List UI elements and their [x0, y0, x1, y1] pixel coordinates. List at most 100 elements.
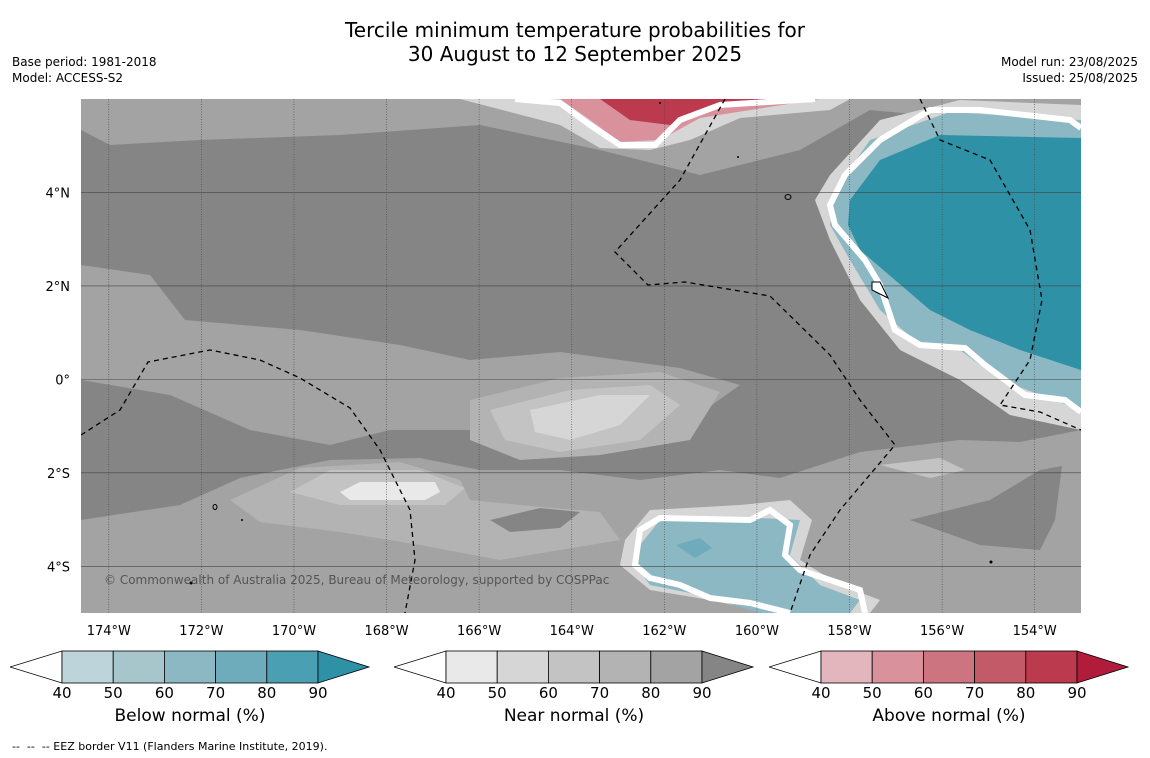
x-tick-label: 164°W — [550, 624, 594, 639]
colorbar-segment — [922, 650, 975, 684]
title-line-1: Tercile minimum temperature probabilitie… — [344, 18, 806, 42]
near-normal-dark-southeast — [910, 466, 1062, 550]
colorbar-tick-label: 60 — [538, 684, 558, 702]
colorbar-below-normal: 40 50 60 70 80 90 Below normal (%) — [8, 650, 371, 726]
near-normal-lightest-southwest — [340, 482, 440, 500]
x-tick-label: 154°W — [1013, 624, 1057, 639]
island-southwest — [212, 504, 218, 510]
meta-left: Base period: 1981-2018 Model: ACCESS-S2 — [12, 54, 157, 86]
colorbar-tick-label: 50 — [862, 684, 882, 702]
y-tick-label: 2°S — [47, 467, 70, 482]
colorbar-near-normal: 40 50 60 70 80 90 Near normal (%) — [392, 650, 755, 726]
below-normal-s-boundary — [631, 506, 868, 613]
colorbar-segment — [496, 650, 549, 684]
above-normal-region-core — [600, 99, 800, 125]
colorbar-above-normal: 40 50 60 70 80 90 Above normal (%) — [767, 650, 1130, 726]
colorbar-min-arrow — [767, 650, 822, 684]
colorbar-tick-label: 90 — [308, 684, 328, 702]
colorbar-tick-label: 90 — [692, 684, 712, 702]
below-normal-ne-boundary — [826, 107, 1081, 415]
colorbar-max-arrow — [1076, 650, 1130, 684]
colorbar-segment — [215, 650, 268, 684]
near-normal-dark-south — [490, 508, 580, 532]
y-tick-label: 2°N — [46, 280, 71, 295]
colorbar-tick-label: 80 — [257, 684, 277, 702]
colorbar-tick-label: 40 — [52, 684, 72, 702]
x-tick-label: 174°W — [87, 624, 131, 639]
chart-title: Tercile minimum temperature probabilitie… — [0, 18, 1150, 66]
colorbar-min-arrow — [8, 650, 63, 684]
island-north — [784, 194, 792, 200]
island-kiritimati — [871, 281, 890, 300]
colorbar-scale — [8, 650, 371, 684]
island-dot-2 — [241, 519, 243, 521]
x-tick-label: 168°W — [364, 624, 408, 639]
colorbar-scale — [767, 650, 1130, 684]
colorbar-tick-label: 70 — [590, 684, 610, 702]
colorbar-tick-label: 60 — [154, 684, 174, 702]
colorbar-segment — [266, 650, 319, 684]
colorbar-segment — [445, 650, 498, 684]
colorbar-tick-label: 80 — [641, 684, 661, 702]
colorbar-segment — [650, 650, 703, 684]
eez-footnote: -- -- -- EEZ border V11 (Flanders Marine… — [12, 740, 328, 753]
below-normal-s-spot — [676, 538, 712, 558]
below-normal-ne-core — [848, 135, 1081, 370]
island-dot-3 — [989, 560, 993, 564]
colorbar-segment — [1025, 650, 1078, 684]
colorbar-tick-label: 50 — [103, 684, 123, 702]
colorbar-tick-label: 40 — [436, 684, 456, 702]
colorbar-segment — [974, 650, 1027, 684]
colorbar-max-arrow — [701, 650, 755, 684]
copyright-text: © Commonwealth of Australia 2025, Bureau… — [104, 573, 609, 587]
island-dot-1 — [189, 581, 193, 585]
colorbar-scale — [392, 650, 755, 684]
above-normal-boundary — [514, 99, 816, 148]
x-tick-label: 160°W — [735, 624, 779, 639]
colorbar-title: Above normal (%) — [872, 706, 1026, 726]
colorbar-tick-label: 90 — [1067, 684, 1087, 702]
eez-border-northeast — [919, 99, 1081, 431]
colorbar-tick-label: 60 — [913, 684, 933, 702]
gridlines — [81, 99, 1081, 613]
island-dot-4 — [737, 156, 739, 158]
map-field — [81, 99, 1081, 613]
colorbar-min-arrow — [392, 650, 447, 684]
colorbar-tick-label: 80 — [1016, 684, 1036, 702]
colorbar-segment — [820, 650, 873, 684]
colorbar-tick-label: 50 — [487, 684, 507, 702]
eez-border-west — [81, 349, 416, 613]
near-normal-lightest-center — [530, 395, 650, 440]
x-axis-ticks: 174°W 172°W 170°W 168°W 166°W 164°W 162°W 160°W… — [87, 624, 1057, 639]
y-tick-label: 4°S — [47, 560, 70, 575]
colorbar-segment — [163, 650, 216, 684]
colorbar-tick-label: 70 — [965, 684, 985, 702]
model-run: Model run: 23/08/2025 — [1000, 55, 1138, 69]
model-name: Model: ACCESS-S2 — [12, 71, 124, 85]
colorbar-segment — [112, 650, 165, 684]
x-tick-label: 156°W — [920, 624, 964, 639]
colorbar-segment — [871, 650, 924, 684]
colorbar-tick-label: 40 — [811, 684, 831, 702]
issued-date: Issued: 25/08/2025 — [1022, 71, 1138, 85]
colorbar-tick-label: 70 — [206, 684, 226, 702]
x-tick-label: 162°W — [642, 624, 686, 639]
meta-right: Model run: 23/08/2025 Issued: 25/08/2025 — [1001, 54, 1138, 86]
x-tick-label: 158°W — [827, 624, 871, 639]
colorbar-title: Below normal (%) — [114, 706, 266, 726]
colorbar-segment — [599, 650, 652, 684]
base-period: Base period: 1981-2018 — [12, 55, 157, 69]
y-axis-ticks: 4°N 2°N 0° 2°S 4°S — [46, 186, 71, 575]
colorbar-segment — [547, 650, 600, 684]
colorbar-max-arrow — [317, 650, 371, 684]
title-line-2: 30 August to 12 September 2025 — [407, 42, 743, 66]
x-tick-label: 172°W — [179, 624, 223, 639]
colorbar-title: Near normal (%) — [503, 706, 645, 726]
y-tick-label: 0° — [55, 373, 70, 388]
eez-border-east — [614, 99, 896, 613]
x-tick-label: 170°W — [272, 624, 316, 639]
y-tick-label: 4°N — [46, 186, 71, 201]
x-tick-label: 166°W — [457, 624, 501, 639]
island-dot-5 — [659, 102, 661, 104]
